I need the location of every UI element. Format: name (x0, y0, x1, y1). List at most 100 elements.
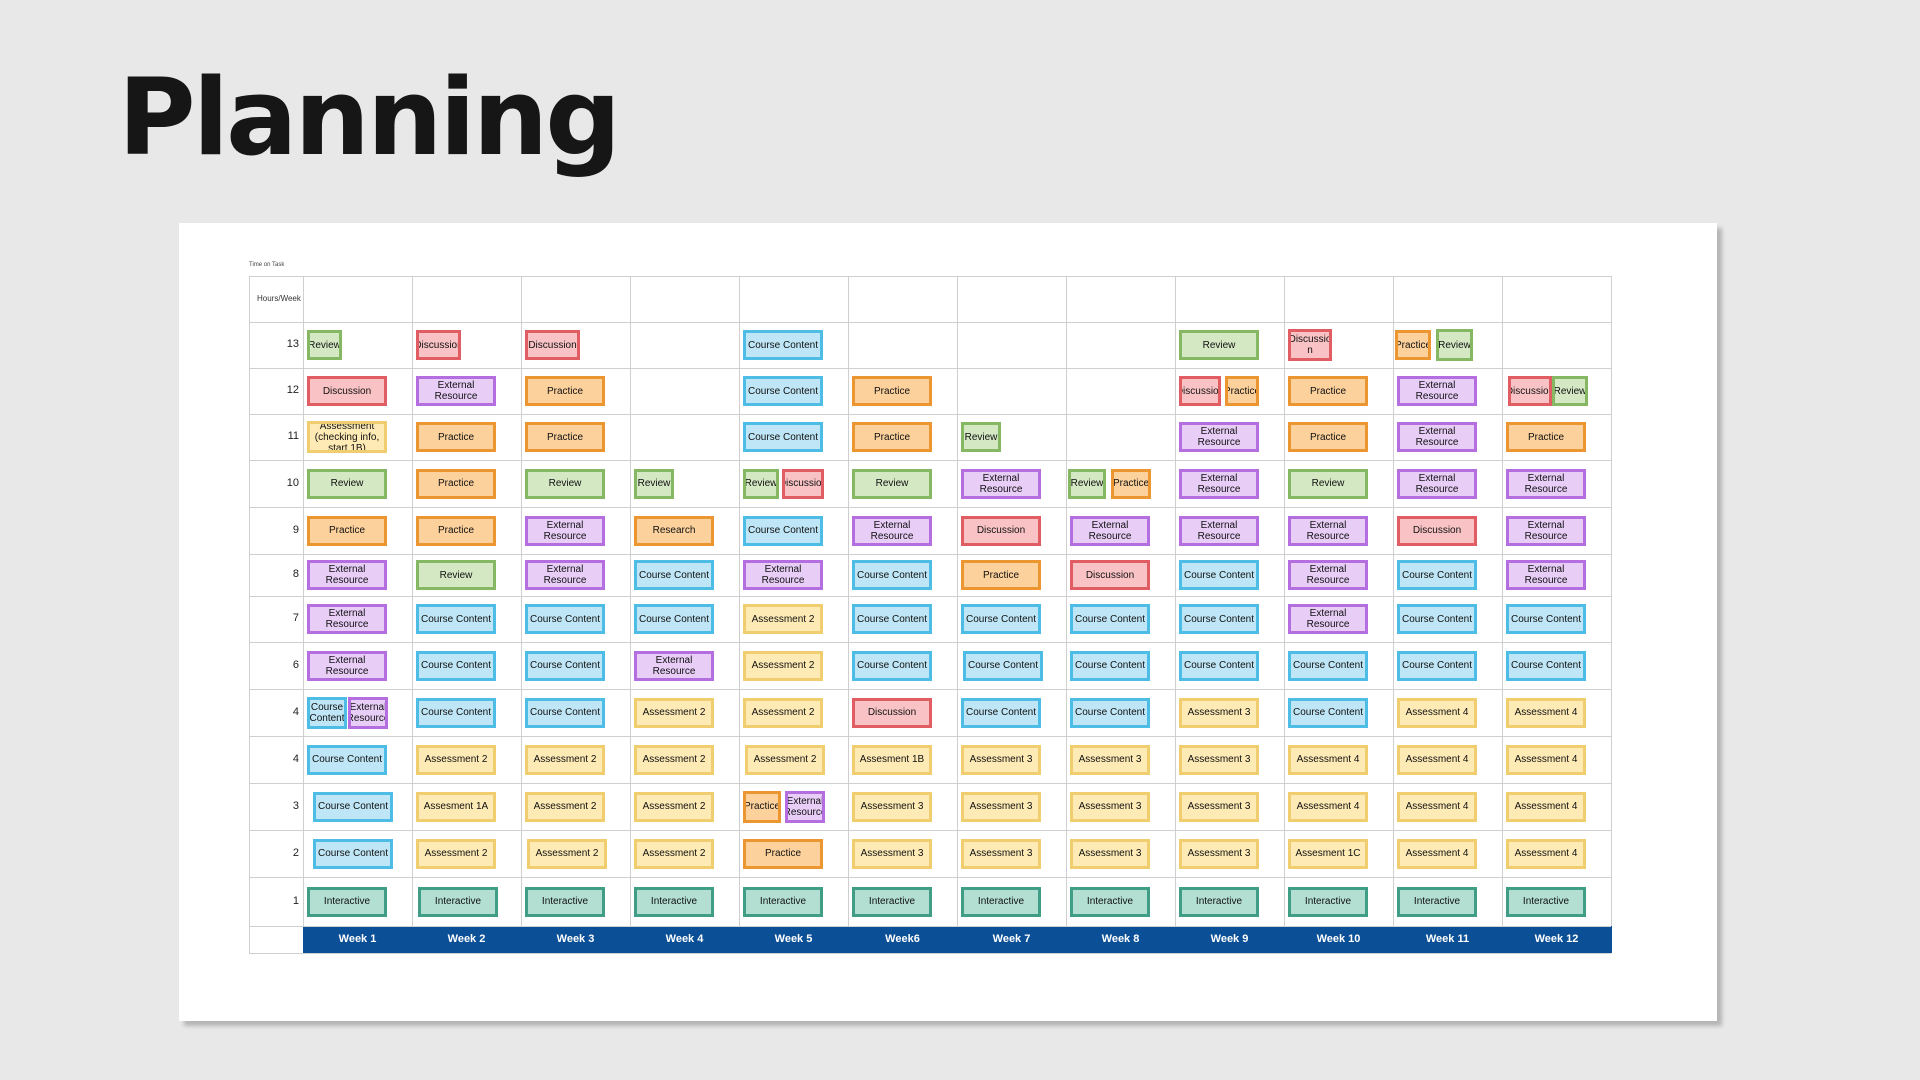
assessment-block: Assessment 4 (1397, 838, 1477, 869)
assessment-block: Assessment 4 (1397, 744, 1477, 775)
course-content-block: Course Content (525, 650, 605, 681)
interactive-block: Interactive (852, 886, 932, 917)
review-block: Review (307, 330, 342, 360)
interactive-block: Interactive (743, 886, 823, 917)
week-label: Week 8 (1101, 933, 1140, 945)
course-content-block: Course Content (743, 515, 823, 546)
course-content-block: Course Content (743, 422, 823, 452)
assessment-block: Assessment 3 (1179, 744, 1259, 775)
assessment-block: Assessment 2 (416, 744, 496, 775)
review-block: Review (416, 560, 496, 590)
practice-block: Practice (1225, 376, 1259, 406)
review-block: Review (1552, 376, 1588, 406)
grid-line (249, 642, 1611, 643)
course-content-block: Course Content (1397, 604, 1477, 634)
discussion-block: Discussion (1070, 560, 1150, 590)
assessment-block: Assessment 2 (634, 838, 714, 869)
grid-line (1175, 276, 1176, 926)
review-block: Review (961, 422, 1001, 452)
course-content-block: Course Content (1070, 604, 1150, 634)
grid-line (249, 414, 1611, 415)
discussion-block: Discussion (1508, 376, 1552, 406)
grid-line (249, 460, 1611, 461)
external-resource-block: External Resource (743, 560, 823, 590)
grid-line (249, 322, 1611, 323)
course-content-block: Course Content (1179, 650, 1259, 681)
assessment-block: Assessment 4 (1506, 838, 1586, 869)
course-content-block: Course Content (1506, 650, 1586, 681)
hours-row-label: 3 (292, 799, 299, 812)
practice-block: Practice (1395, 330, 1431, 360)
grid-line (249, 276, 250, 953)
assessment-block: Assessment 4 (1506, 791, 1586, 822)
review-block: Review (1068, 468, 1106, 499)
time-on-task-grid: Week 1 Week 2 Week 3 Week 4 Week 5 Week6 Week … (249, 276, 1612, 954)
assessment-block: Assesment 1C (1288, 838, 1368, 869)
interactive-block: Interactive (1506, 886, 1586, 917)
hours-row-label: 13 (286, 338, 299, 350)
hours-row-label: 11 (287, 430, 299, 442)
interactive-block: Interactive (1070, 886, 1150, 917)
discussion-block: Discussion (307, 376, 387, 406)
discussion-block: Discussion (961, 515, 1041, 546)
grid-line (1502, 276, 1503, 926)
assessment-block: Assessment 3 (1179, 791, 1259, 822)
assessment-block: Assessment 3 (1070, 744, 1150, 775)
week-label: Week 10 (1316, 933, 1361, 945)
week-label: Week6 (885, 933, 920, 945)
assessment-block: Assessment 4 (1506, 697, 1586, 728)
practice-block: Practice (852, 376, 932, 406)
assessment-block: Assessment 2 (745, 744, 825, 775)
assessment-block: Assessment 3 (1179, 838, 1259, 869)
external-resource-block: External Resource (1506, 515, 1586, 546)
assessment-block: Assessment 3 (852, 791, 932, 822)
assessment-block: Assessment 2 (525, 791, 605, 822)
assessment-block: Assessment 2 (416, 838, 496, 869)
grid-line (739, 276, 740, 926)
course-content-block: Course Content (634, 560, 714, 590)
grid-line (249, 368, 1611, 369)
hours-row-label: 6 (292, 658, 299, 671)
week-label: Week 2 (447, 933, 486, 945)
practice-block: Practice (416, 468, 496, 499)
review-block: Review (1179, 330, 1259, 360)
assessment-block: Assessment 2 (634, 744, 714, 775)
external-resource-block: External Resource (307, 604, 387, 634)
assessment-block: Assessment 2 (634, 697, 714, 728)
course-content-block: Course Content (1070, 697, 1150, 728)
external-resource-block: External Resource (1070, 515, 1150, 546)
grid-line (249, 507, 1611, 508)
course-content-block: Course Content (961, 697, 1041, 728)
assessment-block: Assessment 4 (1288, 791, 1368, 822)
grid-line (957, 276, 958, 926)
external-resource-block: External Resource (1288, 604, 1368, 634)
interactive-block: Interactive (1179, 886, 1259, 917)
practice-block: Practice (852, 422, 932, 452)
assessment-block: Assessment 3 (1070, 838, 1150, 869)
external-resource-block: External Resource (1397, 468, 1477, 499)
hours-row-label: 1 (292, 894, 299, 907)
week-label: Week 5 (774, 933, 813, 945)
external-resource-block: External Resource (961, 468, 1041, 499)
course-content-block: Course Content (1288, 697, 1368, 728)
practice-block: Practice (525, 422, 605, 452)
grid-line (249, 926, 1611, 927)
assessment-block: Assessment 2 (527, 838, 607, 869)
external-resource-block: External Resource (1397, 376, 1477, 406)
hours-row-label: 9 (292, 523, 299, 536)
week-label: Week 9 (1210, 933, 1249, 945)
discussion-block: Discussion (1179, 376, 1221, 406)
assessment-block: Assessment 4 (1397, 791, 1477, 822)
assessment-block: Assessment 2 (743, 650, 823, 681)
grid-caption: Time on Task (249, 262, 285, 268)
hours-row-label: 4 (292, 752, 299, 765)
grid-line (249, 596, 1611, 597)
assessment-block: Assessment 3 (1179, 697, 1259, 728)
review-block: Review (852, 468, 932, 499)
slide-title: Planning (118, 56, 621, 179)
practice-block: Practice (307, 515, 387, 546)
course-content-block: Course Content (1397, 650, 1477, 681)
practice-block: Practice (416, 515, 496, 546)
assessment-block: Assessment 2 (743, 604, 823, 634)
discussion-block: Discussion (416, 330, 461, 360)
